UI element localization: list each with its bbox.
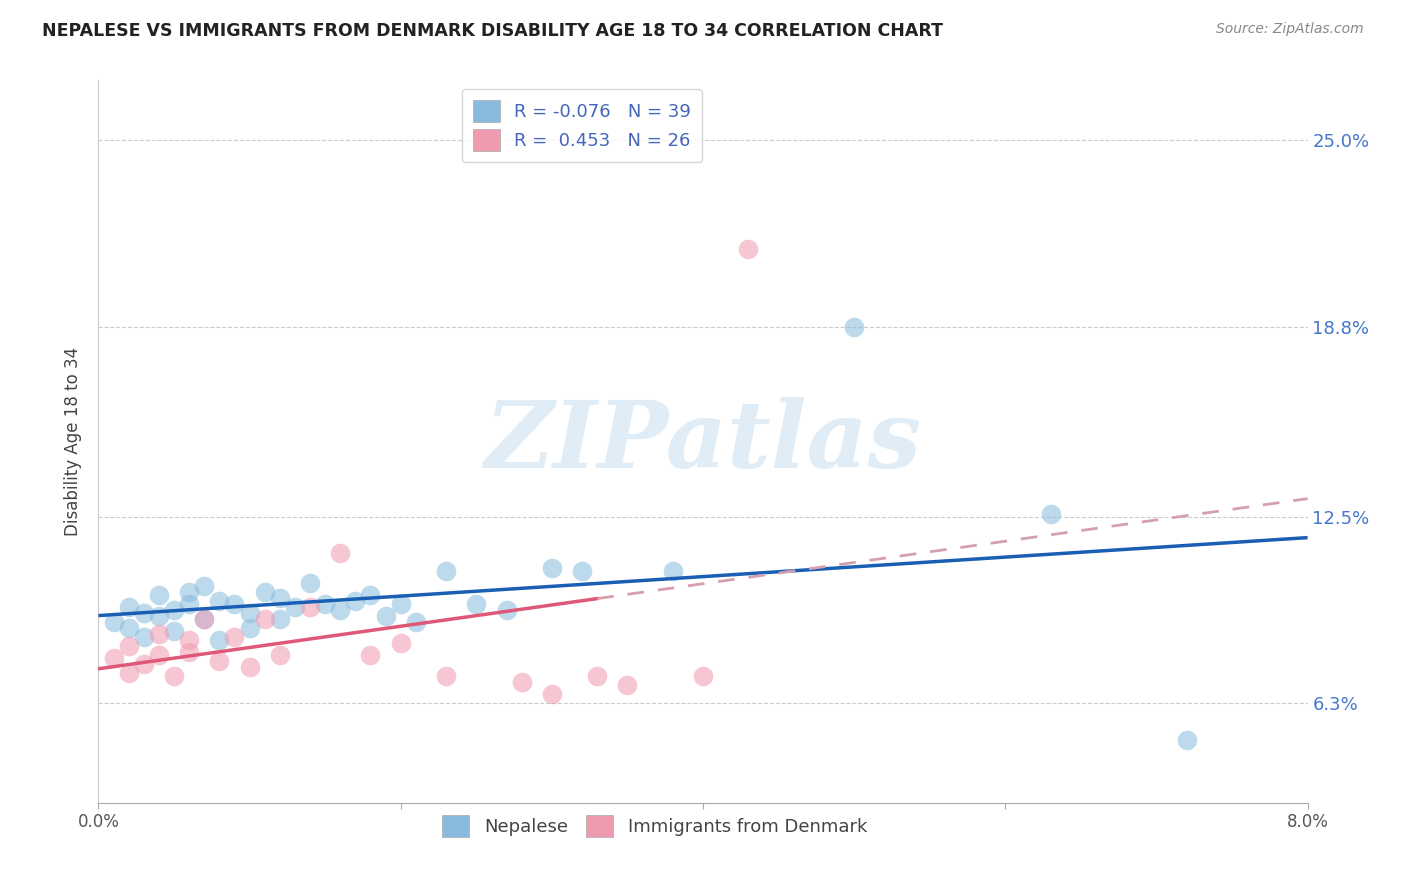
Point <box>844 320 866 334</box>
Point <box>148 648 170 663</box>
Point <box>374 609 396 624</box>
Point <box>616 678 638 692</box>
Point <box>132 630 155 644</box>
Point <box>193 612 215 626</box>
Point <box>434 669 457 683</box>
Point <box>269 591 291 606</box>
Point <box>163 624 186 639</box>
Point <box>193 612 215 626</box>
Point <box>253 585 276 599</box>
Point <box>239 621 262 635</box>
Point <box>1175 732 1198 747</box>
Point <box>179 633 201 648</box>
Text: Source: ZipAtlas.com: Source: ZipAtlas.com <box>1216 22 1364 37</box>
Point <box>360 648 382 663</box>
Legend: Nepalese, Immigrants from Denmark: Nepalese, Immigrants from Denmark <box>436 808 875 845</box>
Point <box>737 242 759 256</box>
Point <box>163 603 186 617</box>
Y-axis label: Disability Age 18 to 34: Disability Age 18 to 34 <box>65 347 83 536</box>
Point <box>405 615 427 630</box>
Point <box>661 564 683 578</box>
Point <box>239 660 262 674</box>
Point <box>253 612 276 626</box>
Point <box>269 648 291 663</box>
Point <box>224 597 246 611</box>
Point <box>193 579 215 593</box>
Point <box>208 654 231 668</box>
Point <box>132 606 155 620</box>
Point <box>299 576 322 591</box>
Point <box>118 600 141 615</box>
Point <box>132 657 155 672</box>
Point <box>103 651 125 665</box>
Point <box>118 666 141 681</box>
Point <box>329 603 352 617</box>
Point <box>284 600 307 615</box>
Point <box>208 633 231 648</box>
Point <box>434 564 457 578</box>
Point <box>299 600 322 615</box>
Point <box>540 687 562 701</box>
Point <box>540 561 562 575</box>
Point <box>179 585 201 599</box>
Point <box>510 675 533 690</box>
Point <box>103 615 125 630</box>
Point <box>163 669 186 683</box>
Point <box>495 603 517 617</box>
Point <box>1039 507 1062 521</box>
Point <box>571 564 593 578</box>
Point <box>148 609 170 624</box>
Point <box>148 588 170 602</box>
Point <box>118 639 141 653</box>
Point <box>344 594 367 608</box>
Point <box>329 546 352 560</box>
Point <box>389 597 412 611</box>
Point <box>179 645 201 659</box>
Point <box>269 612 291 626</box>
Point <box>389 636 412 650</box>
Point <box>360 588 382 602</box>
Point <box>692 669 714 683</box>
Point <box>224 630 246 644</box>
Text: NEPALESE VS IMMIGRANTS FROM DENMARK DISABILITY AGE 18 TO 34 CORRELATION CHART: NEPALESE VS IMMIGRANTS FROM DENMARK DISA… <box>42 22 943 40</box>
Point <box>239 606 262 620</box>
Point <box>179 597 201 611</box>
Text: ZIPatlas: ZIPatlas <box>485 397 921 486</box>
Point <box>118 621 141 635</box>
Point <box>148 627 170 641</box>
Point <box>465 597 488 611</box>
Point <box>208 594 231 608</box>
Point <box>586 669 609 683</box>
Point <box>314 597 336 611</box>
